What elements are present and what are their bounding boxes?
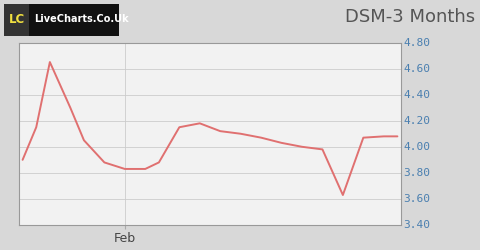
- Text: 3.40: 3.40: [403, 220, 430, 230]
- Text: 3.60: 3.60: [403, 194, 430, 204]
- Text: 4.40: 4.40: [403, 90, 430, 100]
- Text: 3.80: 3.80: [403, 168, 430, 178]
- Text: DSM-3 Months: DSM-3 Months: [345, 8, 475, 26]
- Text: 4.60: 4.60: [403, 64, 430, 74]
- Text: 4.80: 4.80: [403, 38, 430, 48]
- Text: LiveCharts.Co.Uk: LiveCharts.Co.Uk: [34, 14, 129, 24]
- Text: LC: LC: [9, 13, 24, 26]
- Text: 4.00: 4.00: [403, 142, 430, 152]
- Text: 4.20: 4.20: [403, 116, 430, 126]
- Bar: [4, 4, 29, 36]
